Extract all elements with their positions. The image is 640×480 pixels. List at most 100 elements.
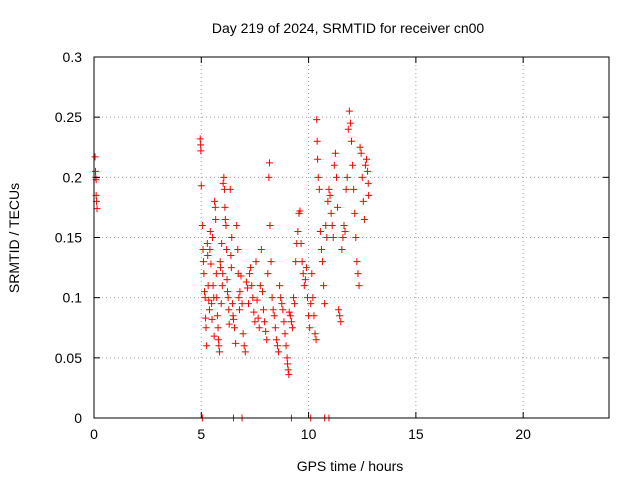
data-point <box>214 336 222 344</box>
data-point <box>268 294 276 302</box>
data-point <box>306 324 314 332</box>
data-point <box>313 116 321 124</box>
data-point <box>218 240 226 248</box>
data-point <box>207 260 215 268</box>
data-point <box>296 207 304 215</box>
data-point <box>243 284 251 292</box>
x-tick-label: 5 <box>197 426 205 442</box>
data-point <box>212 215 220 223</box>
data-point <box>199 246 207 254</box>
data-point <box>252 258 260 266</box>
data-point <box>279 306 287 314</box>
data-point <box>260 306 268 314</box>
data-point <box>228 234 236 241</box>
data-point <box>198 221 206 229</box>
data-point <box>202 324 210 332</box>
data-point <box>221 203 229 211</box>
data-point <box>223 276 231 284</box>
data-point <box>248 282 256 290</box>
data-point <box>218 282 226 290</box>
data-point <box>263 336 271 344</box>
data-point <box>317 246 325 254</box>
data-point <box>299 270 307 278</box>
data-point <box>297 240 305 248</box>
data-point <box>346 119 354 127</box>
data-point <box>219 270 227 278</box>
y-axis-label: SRMTID / TECUs <box>6 183 22 293</box>
data-point <box>229 315 237 323</box>
data-point <box>280 318 288 326</box>
data-point <box>283 354 291 362</box>
data-point <box>286 312 294 320</box>
data-point <box>251 318 259 326</box>
data-point <box>242 278 250 286</box>
data-point <box>266 159 274 167</box>
data-point <box>320 282 328 290</box>
data-point <box>239 330 247 338</box>
data-point <box>344 125 352 133</box>
data-point <box>213 294 221 302</box>
data-point <box>201 294 209 302</box>
data-point <box>240 342 248 350</box>
data-point <box>235 294 243 302</box>
data-point <box>361 161 369 169</box>
data-point <box>217 264 225 272</box>
data-point <box>324 197 332 205</box>
data-point <box>357 149 365 157</box>
data-point <box>227 264 235 272</box>
data-point <box>231 324 239 332</box>
data-point <box>236 288 244 296</box>
data-point <box>258 288 266 296</box>
data-point <box>307 300 315 308</box>
data-point <box>300 282 308 290</box>
data-point <box>200 270 208 278</box>
data-point <box>232 339 240 347</box>
data-point <box>250 308 258 316</box>
data-point <box>364 179 372 187</box>
data-point <box>223 288 231 296</box>
data-point <box>93 205 101 213</box>
data-point <box>208 315 216 323</box>
data-point <box>351 209 359 217</box>
data-point <box>238 300 246 308</box>
data-point <box>216 348 224 356</box>
data-point <box>272 336 280 344</box>
data-point <box>285 371 293 379</box>
axis-ticks: 0 5 10 15 20 0 0.05 0.1 0.15 0.2 0.25 0.3 <box>55 49 609 442</box>
data-point <box>290 294 298 302</box>
data-point <box>271 324 279 332</box>
data-point <box>282 342 290 350</box>
data-point <box>354 270 362 278</box>
x-tick-label: 20 <box>515 426 531 442</box>
data-point <box>203 240 211 248</box>
data-point <box>211 203 219 211</box>
data-point <box>266 221 274 229</box>
chart-title: Day 219 of 2024, SRMTID for receiver cn0… <box>212 20 485 36</box>
data-point <box>265 173 273 181</box>
data-point <box>201 288 209 296</box>
data-point <box>204 252 212 260</box>
data-point <box>335 306 343 314</box>
data-point <box>233 221 241 229</box>
data-point <box>276 282 284 290</box>
data-point <box>203 342 211 350</box>
data-point <box>356 143 364 151</box>
data-point <box>197 182 205 190</box>
data-point <box>311 330 319 338</box>
data-point <box>313 137 321 145</box>
data-point <box>291 300 299 308</box>
x-tick-label: 0 <box>90 426 98 442</box>
data-point <box>334 203 342 211</box>
data-point <box>309 294 317 302</box>
data-point <box>319 258 327 266</box>
data-point <box>339 234 347 241</box>
data-point <box>284 360 292 368</box>
data-point <box>91 153 99 161</box>
y-tick-label: 0.05 <box>55 350 82 366</box>
data-point <box>353 258 361 266</box>
data-point <box>225 320 233 328</box>
data-point <box>294 227 302 235</box>
y-tick-label: 0.25 <box>55 109 82 125</box>
data-point <box>336 312 344 320</box>
data-point <box>321 300 329 308</box>
